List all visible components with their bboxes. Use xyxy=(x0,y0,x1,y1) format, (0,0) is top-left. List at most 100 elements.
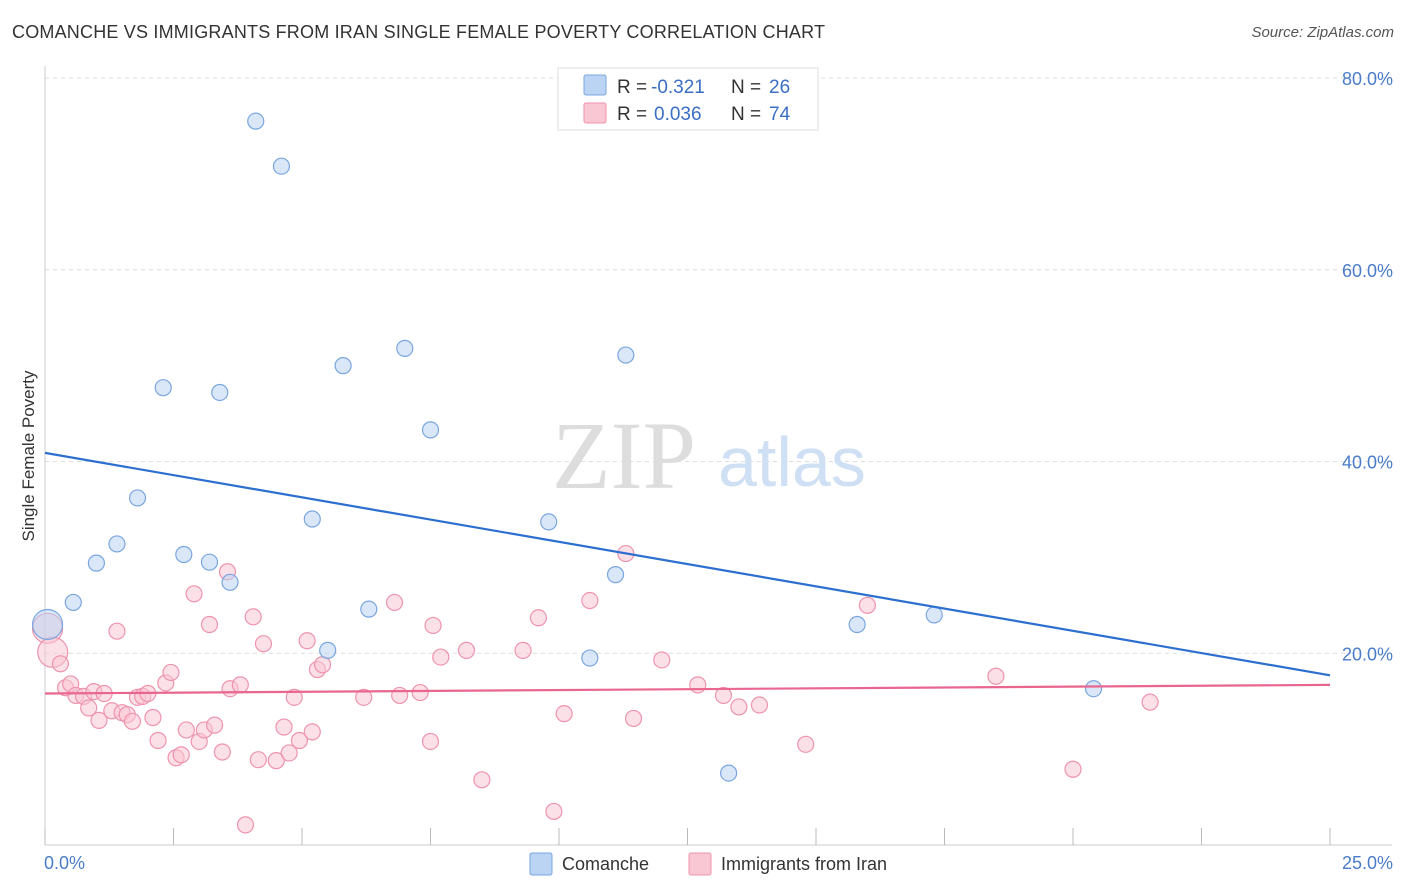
point-iran-71 xyxy=(987,667,1005,685)
point-comanche-24 xyxy=(925,606,943,624)
y-tick-label-3: 80.0% xyxy=(1342,69,1393,89)
point-iran-25 xyxy=(177,721,195,739)
point-comanche-5 xyxy=(154,379,172,397)
point-iran-64 xyxy=(653,651,671,669)
axes xyxy=(44,66,1392,846)
point-iran-20 xyxy=(149,731,167,750)
legend-bottom: Comanche Immigrants from Iran xyxy=(529,852,887,876)
point-iran-68 xyxy=(750,696,769,714)
legend-top: R = -0.321 N = 26 R = 0.036 N = 74 xyxy=(557,67,819,131)
x-tick-labels: 0.0% 25.0% xyxy=(44,853,1393,873)
point-iran-35 xyxy=(236,816,255,834)
point-iran-65 xyxy=(689,676,707,694)
point-comanche-4 xyxy=(128,489,147,507)
chart-source: Source: ZipAtlas.com xyxy=(1251,24,1394,41)
point-comanche-20 xyxy=(606,566,625,584)
point-comanche-19 xyxy=(581,649,599,667)
y-axis-title: Single Female Poverty xyxy=(19,370,38,542)
legend-n-value-iran: 74 xyxy=(769,104,791,125)
point-iran-48 xyxy=(355,688,373,706)
legend-n-value-comanche: 26 xyxy=(769,77,790,98)
trend-line-comanche xyxy=(44,451,1331,677)
point-iran-50 xyxy=(391,686,409,705)
point-comanche-18 xyxy=(540,513,558,531)
point-comanche-23 xyxy=(848,615,866,634)
point-comanche-6 xyxy=(175,545,193,564)
trend-line-iran xyxy=(44,683,1331,695)
legend-n-label-comanche: N = xyxy=(731,77,761,98)
point-iran-30 xyxy=(206,716,224,734)
point-iran-54 xyxy=(432,648,450,666)
point-comanche-15 xyxy=(360,600,378,618)
point-comanche-2 xyxy=(87,554,106,572)
point-iran-57 xyxy=(514,641,532,659)
point-iran-39 xyxy=(267,752,285,770)
legend-r-value-iran: 0.036 xyxy=(654,104,702,125)
y-tick-label-2: 60.0% xyxy=(1342,261,1393,281)
point-iran-70 xyxy=(858,596,877,614)
point-iran-69 xyxy=(797,735,815,753)
point-iran-51 xyxy=(411,683,429,702)
point-iran-37 xyxy=(249,751,267,769)
point-iran-45 xyxy=(303,723,321,741)
point-iran-34 xyxy=(231,676,249,694)
point-comanche-16 xyxy=(396,339,414,357)
point-iran-73 xyxy=(1141,693,1159,711)
point-comanche-17 xyxy=(421,421,440,439)
point-iran-15 xyxy=(123,712,141,730)
watermark-zip: ZIP xyxy=(552,402,696,509)
grid-lines xyxy=(45,77,1392,654)
point-iran-41 xyxy=(280,744,298,762)
point-comanche-7 xyxy=(200,553,219,571)
point-iran-55 xyxy=(457,641,476,659)
legend-bottom-label-comanche: Comanche xyxy=(562,854,649,874)
point-comanche-9 xyxy=(221,573,239,591)
point-comanche-14 xyxy=(334,357,352,375)
point-iran-22 xyxy=(162,663,180,682)
point-iran-52 xyxy=(421,732,440,751)
legend-swatch-comanche xyxy=(583,74,607,96)
x-tick-label-1: 25.0% xyxy=(1342,853,1393,873)
point-comanche-8 xyxy=(211,383,229,402)
point-comanche-11 xyxy=(272,157,291,175)
y-tick-label-0: 20.0% xyxy=(1342,644,1393,664)
point-iran-72 xyxy=(1064,760,1082,778)
legend-swatch-iran xyxy=(583,102,607,124)
point-iran-29 xyxy=(200,615,219,634)
y-tick-labels: 20.0% 40.0% 60.0% 80.0% xyxy=(1342,69,1393,664)
point-iran-40 xyxy=(275,718,293,736)
point-comanche-13 xyxy=(319,641,337,659)
point-iran-2 xyxy=(51,655,70,673)
series-comanche-points xyxy=(31,112,1103,782)
point-iran-26 xyxy=(185,585,203,603)
point-iran-56 xyxy=(473,771,491,789)
point-iran-58 xyxy=(529,609,548,627)
point-comanche-1 xyxy=(64,593,82,612)
point-iran-38 xyxy=(254,635,273,653)
point-iran-24 xyxy=(172,746,190,764)
legend-n-label-iran: N = xyxy=(731,104,761,125)
point-iran-59 xyxy=(545,802,563,821)
point-iran-53 xyxy=(424,616,442,635)
point-comanche-21 xyxy=(617,346,635,364)
chart-title: COMANCHE VS IMMIGRANTS FROM IRAN SINGLE … xyxy=(12,22,826,42)
point-iran-44 xyxy=(298,632,316,650)
legend-r-value-comanche: -0.321 xyxy=(651,77,705,98)
point-comanche-10 xyxy=(247,112,265,130)
x-tick-label-0: 0.0% xyxy=(44,853,85,873)
point-iran-43 xyxy=(290,731,309,750)
point-iran-19 xyxy=(144,708,162,727)
point-iran-49 xyxy=(385,593,404,612)
point-iran-12 xyxy=(108,622,126,640)
point-iran-60 xyxy=(555,705,573,723)
watermark: ZIP atlas xyxy=(552,402,866,509)
point-iran-31 xyxy=(213,743,231,761)
legend-bottom-swatch-comanche xyxy=(529,852,553,876)
point-iran-61 xyxy=(581,591,599,610)
point-iran-66 xyxy=(714,686,733,705)
point-iran-7 xyxy=(80,699,98,717)
point-comanche-0 xyxy=(31,608,64,641)
point-iran-36 xyxy=(244,608,262,626)
point-iran-67 xyxy=(730,698,748,716)
